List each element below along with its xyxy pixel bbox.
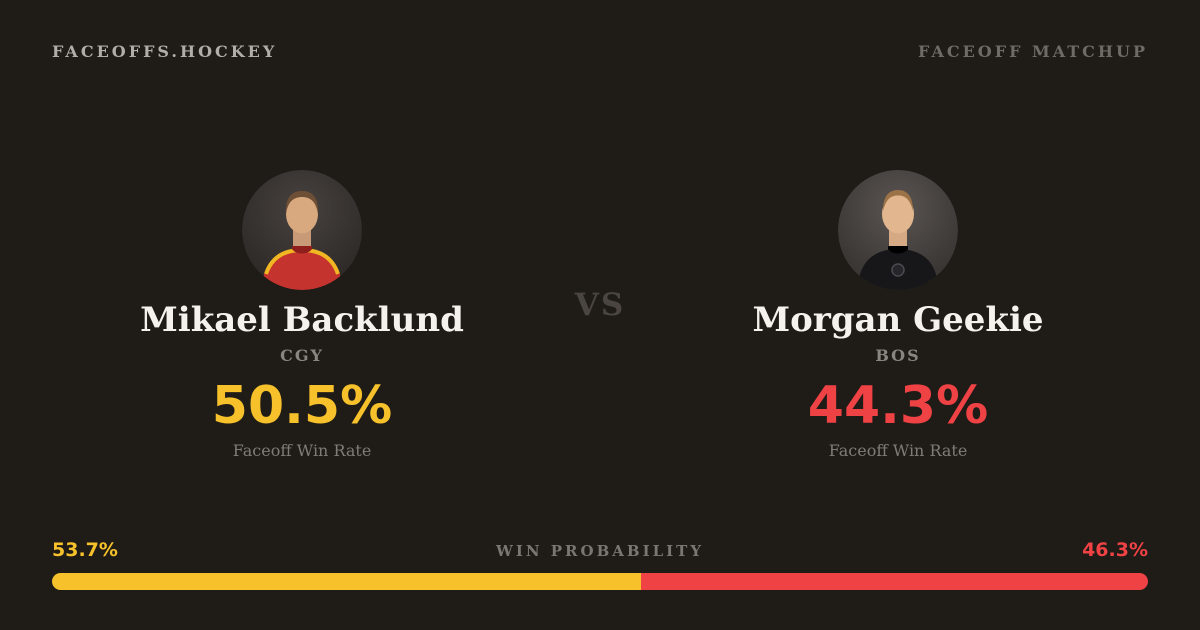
- player-team-left: CGY: [280, 345, 324, 365]
- player-name-left: Mikael Backlund: [140, 300, 464, 340]
- player-card-left: Mikael Backlund CGY 50.5% Faceoff Win Ra…: [52, 170, 552, 460]
- player-photo-icon: [242, 170, 362, 290]
- faceoff-win-rate-right: 44.3%: [807, 375, 989, 436]
- page-label: FACEOFF MATCHUP: [918, 42, 1148, 61]
- player-avatar-right: [838, 170, 958, 290]
- win-probability-left-pct: 53.7%: [52, 539, 118, 561]
- win-probability-bar-right-segment: [640, 573, 1148, 590]
- vs-label: VS: [574, 287, 626, 323]
- win-probability-labels: 53.7% WIN PROBABILITY 46.3%: [52, 539, 1148, 561]
- brand-logo-text: FACEOFFS.HOCKEY: [52, 42, 278, 61]
- player-photo-icon: [838, 170, 958, 290]
- win-probability-bar: [52, 573, 1148, 590]
- player-team-right: BOS: [875, 345, 921, 365]
- player-name-right: Morgan Geekie: [752, 300, 1044, 340]
- rate-label-right: Faceoff Win Rate: [828, 440, 968, 460]
- faceoff-win-rate-left: 50.5%: [211, 375, 393, 436]
- header: FACEOFFS.HOCKEY FACEOFF MATCHUP: [52, 42, 1148, 61]
- win-probability-right-pct: 46.3%: [1082, 539, 1148, 561]
- win-probability-title: WIN PROBABILITY: [495, 542, 705, 560]
- win-probability-bar-left-segment: [52, 573, 641, 590]
- player-card-right: Morgan Geekie BOS 44.3% Faceoff Win Rate: [648, 170, 1148, 460]
- win-probability-section: 53.7% WIN PROBABILITY 46.3%: [52, 539, 1148, 590]
- player-avatar-left: [242, 170, 362, 290]
- rate-label-left: Faceoff Win Rate: [232, 440, 372, 460]
